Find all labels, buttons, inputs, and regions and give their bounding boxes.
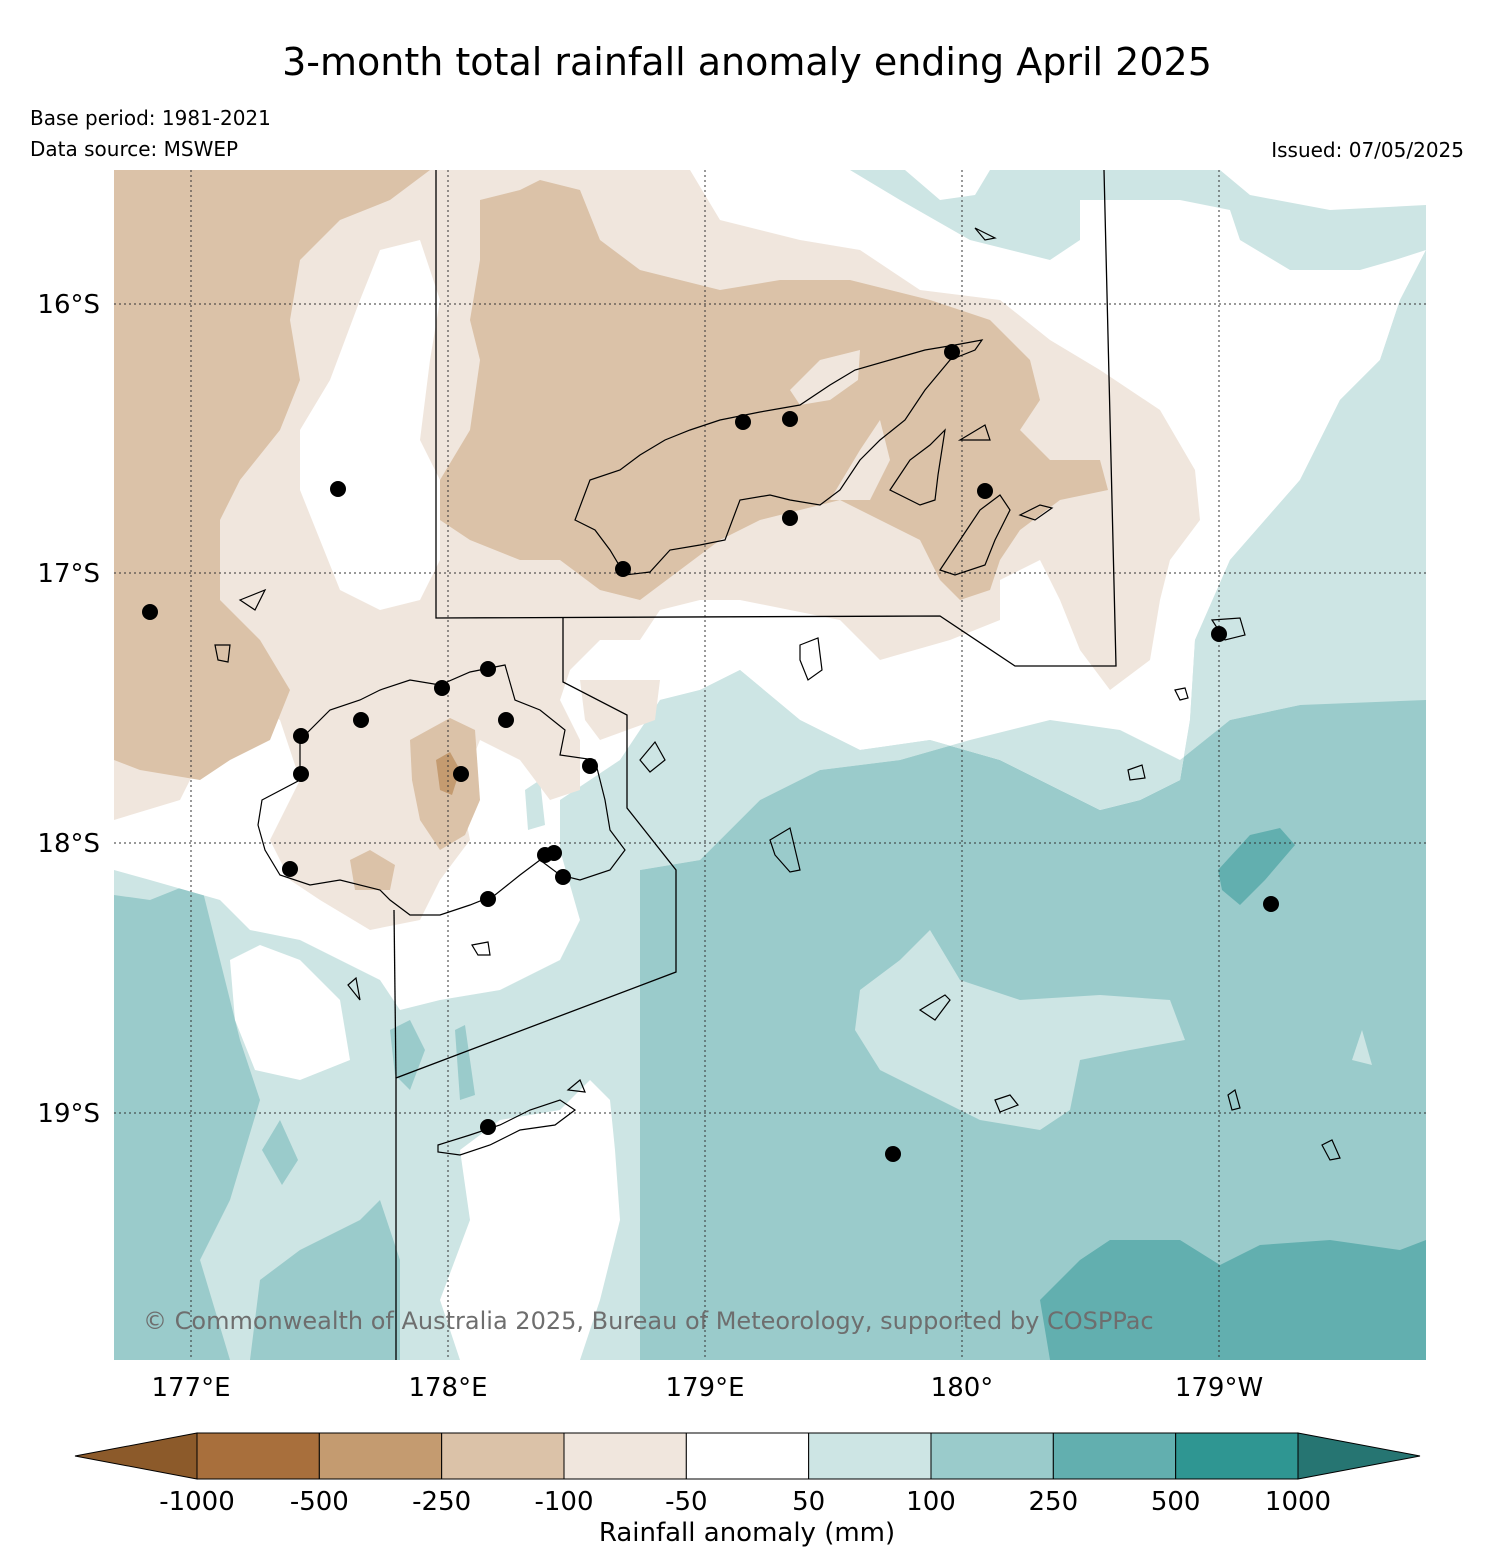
station-marker — [293, 766, 309, 782]
anomaly-50-100-region — [855, 930, 1185, 1130]
colorbar-segment — [196, 1432, 320, 1480]
station-marker — [498, 712, 514, 728]
colorbar-segment — [441, 1432, 565, 1480]
lat-label: 18°S — [37, 829, 100, 859]
anomaly-minus50-minus100-region — [790, 350, 860, 405]
colorbar-arrow-high — [1297, 1432, 1421, 1480]
colorbar-tick-label: 50 — [792, 1487, 825, 1517]
colorbar-segment — [318, 1432, 443, 1480]
colorbar-tick-label: -250 — [412, 1487, 471, 1517]
station-marker — [1263, 896, 1279, 912]
base-period: Base period: 1981-2021 — [30, 106, 271, 130]
anomaly-250-500-region — [1218, 828, 1295, 905]
anomaly-minus250-minus500-region — [436, 752, 460, 795]
colorbar-tick-label: -500 — [290, 1487, 349, 1517]
colorbar-arrow-low — [74, 1432, 198, 1480]
colorbar-tick-label: -50 — [665, 1487, 707, 1517]
graticule — [114, 170, 1426, 1360]
anomaly-neutral-region — [1000, 560, 1060, 660]
station-marker — [1211, 626, 1227, 642]
map-title: 3-month total rainfall anomaly ending Ap… — [282, 40, 1212, 84]
station-marker — [353, 712, 369, 728]
lon-label: 177°E — [151, 1373, 230, 1403]
anomaly-250-500-region — [1040, 1240, 1426, 1360]
lon-label: 179°W — [1175, 1373, 1263, 1403]
colorbar-tick-label: 500 — [1151, 1487, 1201, 1517]
colorbar-segment — [685, 1432, 810, 1480]
colorbar-tick-label: -1000 — [159, 1487, 235, 1517]
anomaly-50-100-region — [525, 780, 545, 830]
coastlines — [214, 227, 1341, 1161]
anomaly-50-100-region — [1352, 1030, 1372, 1065]
lon-label: 180° — [931, 1373, 994, 1403]
issued-date: Issued: 07/05/2025 — [1271, 138, 1464, 162]
anomaly-100-250-region — [114, 880, 260, 1360]
division-boundaries — [393, 170, 1117, 1360]
colorbar: -1000 -500 -250 -100 -50 50 100 250 500 1000 — [74, 1432, 1421, 1517]
station-marker — [480, 1119, 496, 1135]
anomaly-minus50-minus100-region — [580, 680, 660, 740]
station-marker — [782, 510, 798, 526]
station-marker — [735, 414, 751, 430]
anomaly-50-100-region — [1080, 170, 1426, 270]
station-marker — [282, 861, 298, 877]
anomaly-100-250-region — [390, 1020, 425, 1090]
anomaly-50-100-region — [620, 250, 1426, 870]
station-marker — [782, 411, 798, 427]
colorbar-tick-label: -100 — [534, 1487, 593, 1517]
lat-label: 19°S — [37, 1099, 100, 1129]
colorbar-title: Rainfall anomaly (mm) — [599, 1518, 895, 1548]
anomaly-100-250-region — [455, 1025, 475, 1100]
station-marker — [453, 766, 469, 782]
colorbar-segment — [1052, 1432, 1177, 1480]
colorbar-segment — [808, 1432, 932, 1480]
station-marker — [944, 344, 960, 360]
anomaly-neutral-region — [230, 945, 350, 1080]
latitude-labels: 16°S 17°S 18°S 19°S — [37, 290, 100, 1129]
copyright-notice: © Commonwealth of Australia 2025, Bureau… — [143, 1307, 1154, 1335]
anomaly-100-250-region — [250, 1200, 400, 1360]
map-area: © Commonwealth of Australia 2025, Bureau… — [114, 170, 1426, 1360]
station-marker — [434, 680, 450, 696]
station-marker — [480, 661, 496, 677]
lat-label: 17°S — [37, 559, 100, 589]
station-marker — [480, 891, 496, 907]
anomaly-minus50-minus100-region — [350, 740, 380, 820]
station-marker — [330, 481, 346, 497]
station-marker — [546, 845, 562, 861]
data-source: Data source: MSWEP — [30, 137, 239, 161]
station-marker — [885, 1146, 901, 1162]
anomaly-minus100-minus250-region — [114, 170, 430, 780]
anomaly-minus100-minus250-region — [440, 180, 1108, 600]
colorbar-tick-label: 100 — [906, 1487, 956, 1517]
station-marker — [582, 758, 598, 774]
colorbar-tick-label: 250 — [1029, 1487, 1079, 1517]
lon-label: 178°E — [408, 1373, 487, 1403]
longitude-labels: 177°E 178°E 179°E 180° 179°W — [151, 1373, 1263, 1403]
anomaly-100-250-region — [262, 1120, 298, 1185]
colorbar-segment — [1175, 1432, 1299, 1480]
anomaly-50-100-region — [850, 170, 1080, 260]
anomaly-neutral-region — [300, 240, 440, 610]
anomaly-minus100-minus250-region — [350, 850, 395, 890]
station-marker — [293, 728, 309, 744]
colorbar-segment — [563, 1432, 687, 1480]
station-marker — [142, 604, 158, 620]
station-marker — [555, 869, 571, 885]
station-markers — [142, 344, 1279, 1162]
lon-label: 179°E — [665, 1373, 744, 1403]
colorbar-segment — [930, 1432, 1054, 1480]
lat-label: 16°S — [37, 290, 100, 320]
station-marker — [977, 483, 993, 499]
station-marker — [615, 561, 631, 577]
anomaly-neutral-region — [440, 1080, 620, 1360]
colorbar-tick-label: 1000 — [1265, 1487, 1331, 1517]
